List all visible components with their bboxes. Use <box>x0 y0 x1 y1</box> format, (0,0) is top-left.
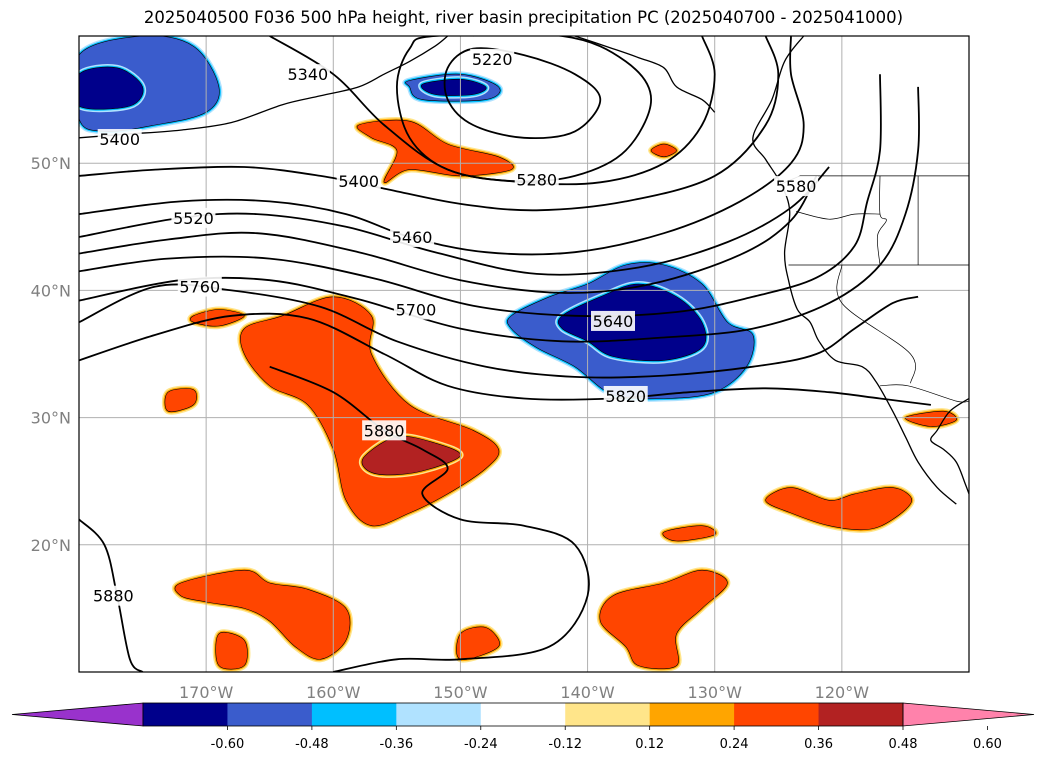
colorbar-segment <box>734 703 820 726</box>
state-border <box>879 384 969 403</box>
colorbar-segment <box>311 703 397 726</box>
contour-label-text: 5580 <box>776 177 817 196</box>
contour-label-text: 5340 <box>287 65 328 84</box>
height-contour-5580 <box>79 175 818 294</box>
colorbar-tick-label: 0.12 <box>635 737 664 752</box>
precip-region-pos-strong <box>453 623 503 663</box>
precip-region-pos-strong <box>212 629 251 672</box>
contour-label: 5700 <box>393 299 438 320</box>
state-border <box>796 211 881 220</box>
contour-label-text: 5640 <box>593 312 634 331</box>
axis-labels: 170°W 160°W 150°W 140°W 130°W 120°W 20°N 30°N 40… <box>31 154 870 702</box>
colorbar-tick-label: 0.24 <box>720 737 749 752</box>
colorbar-segment <box>565 703 651 726</box>
height-contour-5460 <box>79 36 805 256</box>
contour-label: 5220 <box>470 48 515 69</box>
colorbar-segment <box>227 703 313 726</box>
precip-region-pos-strong <box>596 567 731 672</box>
contour-label-text: 5400 <box>99 130 140 149</box>
colorbar-tick-label: -0.60 <box>211 737 245 752</box>
colorbar-tick-label: -0.48 <box>295 737 329 752</box>
precip-region-pos-strong <box>659 522 719 545</box>
map-area: 5220 5340 5400 5400 5280 5580 5520 5460 5760 5700… <box>79 36 969 672</box>
contour-label-text: 5520 <box>173 209 214 228</box>
contour-label: 5880 <box>91 585 136 606</box>
height-contours <box>79 36 932 672</box>
colorbar-segment <box>818 703 904 726</box>
latitude-tick-label: 40°N <box>31 281 71 300</box>
latitude-tick-label: 20°N <box>31 536 71 555</box>
coastline <box>752 36 957 505</box>
coastline <box>930 397 969 495</box>
coastlines-layer <box>79 36 969 505</box>
contour-label: 5460 <box>390 226 435 247</box>
longitude-tick-label: 140°W <box>560 683 615 702</box>
colorbar-tick-label: 0.60 <box>973 737 1002 752</box>
precip-region-pos-strong <box>161 385 200 415</box>
contour-label: 5580 <box>774 176 819 197</box>
height-contour-5700 <box>79 86 920 343</box>
gridlines <box>79 36 969 672</box>
contour-label-text: 5880 <box>364 421 405 440</box>
contour-label: 5400 <box>336 171 381 192</box>
colorbar-segment <box>143 703 228 726</box>
colorbar-tick-label: -0.12 <box>548 737 582 752</box>
contour-label-text: 5700 <box>396 300 437 319</box>
map-background <box>79 36 969 672</box>
colorbar-tick-label: 0.36 <box>804 737 833 752</box>
longitude-tick-label: 160°W <box>306 683 361 702</box>
latitude-tick-label: 30°N <box>31 409 71 428</box>
contour-label-text: 5880 <box>93 587 134 606</box>
contour-label-text: 5280 <box>516 171 557 190</box>
height-contour-5400 <box>79 36 780 212</box>
precip-region-pos-strong <box>902 408 960 430</box>
contour-label-text: 5760 <box>179 278 220 297</box>
contour-labels: 5220 5340 5400 5400 5280 5580 5520 5460 5760 5700… <box>91 48 819 606</box>
contour-label-text: 5400 <box>338 172 379 191</box>
height-contour-5220 <box>443 47 602 140</box>
precip-region-pos-strong <box>648 141 680 160</box>
contour-label-text: 5460 <box>392 228 433 247</box>
colorbar-segment <box>649 703 735 726</box>
longitude-tick-label: 170°W <box>179 683 234 702</box>
latitude-tick-label: 50°N <box>31 154 71 173</box>
precip-region-pos-strong <box>762 484 915 533</box>
precip-region-neg-extreme <box>418 76 490 99</box>
longitude-tick-label: 130°W <box>688 683 743 702</box>
contour-label-text: 5820 <box>605 387 646 406</box>
contour-label: 5520 <box>171 207 216 228</box>
precipitation-layer <box>79 36 960 672</box>
height-contour-5760 <box>79 283 919 379</box>
colorbar-segment <box>480 703 566 726</box>
colorbar: -0.60 -0.48 -0.36 -0.24 -0.12 0.12 0.24 0.36 0.4… <box>11 702 1035 752</box>
coastline <box>574 36 716 113</box>
contour-label: 5760 <box>177 276 222 297</box>
contour-label: 5880 <box>362 420 407 441</box>
state-border <box>876 175 887 266</box>
colorbar-segment <box>396 703 482 726</box>
map-title: 2025040500 F036 500 hPa height, river ba… <box>143 8 904 27</box>
height-contour-5820 <box>79 312 932 406</box>
contour-label: 5820 <box>603 385 648 406</box>
contour-label: 5280 <box>514 169 559 190</box>
state-border <box>836 264 916 384</box>
map-frame <box>78 35 970 673</box>
colorbar-tick-label: -0.24 <box>464 737 498 752</box>
contour-label: 5340 <box>285 64 330 85</box>
colorbar-tick-label: -0.36 <box>380 737 414 752</box>
colorbar-extend-high <box>902 702 1035 727</box>
longitude-tick-label: 150°W <box>433 683 488 702</box>
precip-region-neg-extreme <box>79 64 147 113</box>
contour-label: 5400 <box>97 129 142 150</box>
contour-label-text: 5220 <box>472 50 513 69</box>
coastline <box>473 36 476 37</box>
longitude-tick-label: 120°W <box>815 683 870 702</box>
contour-label: 5640 <box>591 310 635 331</box>
precip-region-pos-strong <box>171 567 353 663</box>
colorbar-tick-label: 0.48 <box>889 737 918 752</box>
colorbar-extend-low <box>11 702 144 727</box>
coastline <box>79 36 449 139</box>
